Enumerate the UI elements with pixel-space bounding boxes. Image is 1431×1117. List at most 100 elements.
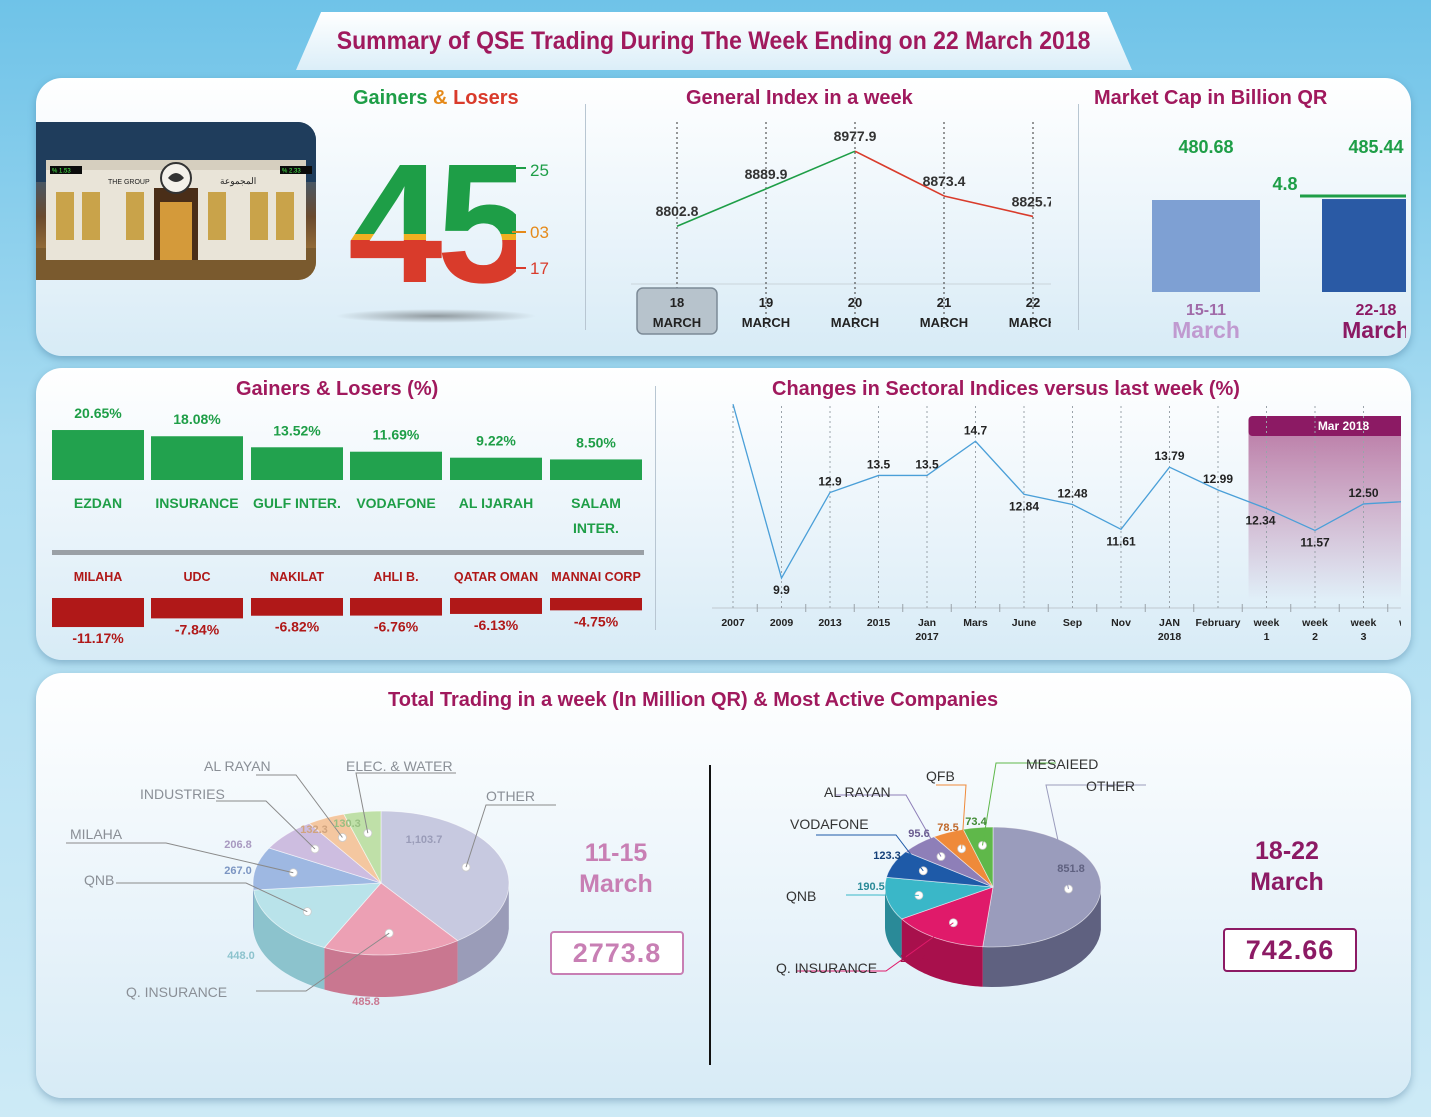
pie-category-label: ELEC. & WATER xyxy=(346,758,453,774)
pie-value-label: 123.3 xyxy=(873,850,901,862)
pie-leader-line xyxy=(256,932,390,992)
summary-panel: THE GROUP المجموعة % 1.53 % 2.33 Gainers… xyxy=(36,78,1411,356)
gi-segment xyxy=(676,188,767,227)
pie-value-label: 206.8 xyxy=(224,839,252,851)
trading-title: Total Trading in a week (In Million QR) … xyxy=(388,689,999,711)
gainer-value: 8.50% xyxy=(576,434,616,450)
loser-name: QATAR OMAN xyxy=(454,570,538,584)
pie-slice xyxy=(380,810,510,942)
gi-segment xyxy=(854,150,945,197)
pie-category-label: QNB xyxy=(786,888,816,904)
pie-leader-line xyxy=(936,784,967,849)
gainer-bar xyxy=(450,457,542,480)
gainer-bar xyxy=(52,430,144,480)
gi-value-label: 8889.9 xyxy=(745,166,788,182)
sectoral-x-label-line2: 3 xyxy=(1361,631,1367,643)
pie-value-label: 851.8 xyxy=(1057,863,1085,875)
sectoral-x-label: Mars xyxy=(963,617,988,629)
loser-name: MILAHA xyxy=(74,570,123,584)
building-sign-en: THE GROUP xyxy=(108,179,150,186)
gi-segment xyxy=(943,195,1034,218)
loser-name: UDC xyxy=(183,570,210,584)
pie-slice xyxy=(252,847,382,891)
market-cap-range: 22-18 xyxy=(1356,302,1397,319)
gainer-name: AL IJARAH xyxy=(459,495,533,511)
pie-leader-line xyxy=(981,762,1056,846)
gainers-losers-panel: Gainers & Losers (%) 20.65% EZDAN 18.08% IN… xyxy=(36,368,1411,660)
sectoral-x-label: 2009 xyxy=(770,617,794,629)
pie-leader-dot xyxy=(918,866,928,876)
gainers-losers-title: Gainers & Losers xyxy=(353,87,519,110)
gainer-name: VODAFONE xyxy=(356,495,435,511)
pie-leader-line xyxy=(66,842,294,874)
pie-leader-line xyxy=(816,834,924,872)
gainer-bar xyxy=(550,459,642,480)
sectoral-value-label: 13.79 xyxy=(1154,449,1184,463)
loser-bar xyxy=(151,598,243,619)
loser-value: -6.13% xyxy=(474,617,519,633)
pie-slice xyxy=(343,810,382,884)
pie-value-label: 190.5 xyxy=(857,881,885,893)
sectoral-x-label: week xyxy=(1301,617,1328,629)
total-number-mid: 45 xyxy=(348,148,527,319)
pie-value-label: 267.0 xyxy=(224,865,252,877)
pie-category-label: OTHER xyxy=(486,788,535,804)
sectoral-x-label-line2: 2 xyxy=(1312,631,1318,643)
sectoral-value-label: 12.50 xyxy=(1348,486,1378,500)
pie-leader-line xyxy=(796,922,954,972)
loser-value: -6.82% xyxy=(275,619,320,635)
sectoral-highlight-band xyxy=(1248,416,1401,436)
pie-leader-line xyxy=(355,772,456,834)
gainer-value: 18.08% xyxy=(173,411,221,427)
loser-bar xyxy=(450,598,542,614)
pie-leader-line xyxy=(465,804,556,868)
pie-side xyxy=(885,887,902,959)
loser-value: -11.17% xyxy=(72,630,124,646)
gainers-word: Gainers xyxy=(353,87,428,109)
gi-value-label: 8873.4 xyxy=(923,173,966,189)
building-photo: THE GROUP المجموعة % 1.53 % 2.33 xyxy=(36,122,316,280)
gi-segment xyxy=(765,150,856,190)
total-number-bottom: 45 xyxy=(348,148,527,319)
gi-value-label: 8825.7 xyxy=(1012,193,1051,209)
sectoral-chart: Mar 201816.020079.9200912.9201313.520151… xyxy=(712,400,1401,643)
pie-category-label: AL RAYAN xyxy=(824,784,891,800)
pie-chart-previous-week: OTHER 1,103.7 Q. INSURANCE 485.8 QNB 448.0 MIL… xyxy=(66,758,556,1008)
gainer-name-line2: INTER. xyxy=(573,520,619,536)
total-number-top: 45 xyxy=(348,148,527,319)
losers-count: 17 xyxy=(530,259,549,278)
sectoral-highlight-label: Mar 2018 xyxy=(1318,419,1370,433)
sectoral-value-label: 11.61 xyxy=(1106,534,1136,548)
total-previous-box: 2773.8 xyxy=(550,931,684,975)
gi-month-label: MARCH xyxy=(831,315,879,330)
gainer-name: SALAM xyxy=(571,495,621,511)
pie-value-label: 485.8 xyxy=(352,996,380,1008)
pie-category-label: VODAFONE xyxy=(790,816,869,832)
sectoral-value-label: 12.99 xyxy=(1203,472,1233,486)
pie-category-label: MESAIEED xyxy=(1026,756,1098,772)
pie-slice xyxy=(253,882,382,949)
gi-day-label: 22 xyxy=(1026,295,1040,310)
pie-side xyxy=(253,889,325,990)
pie-value-label: 448.0 xyxy=(227,950,255,962)
pie-value-label: 95.6 xyxy=(908,828,929,840)
total-previous: 2773.8 xyxy=(572,937,662,968)
pie-side xyxy=(901,918,983,987)
gi-selected-day xyxy=(636,287,718,335)
sectoral-title: Changes in Sectoral Indices versus last … xyxy=(772,378,1240,400)
sectoral-value-label: 13.5 xyxy=(915,457,939,471)
gainer-name: EZDAN xyxy=(74,495,122,511)
gi-day-label: 19 xyxy=(759,295,773,310)
gainer-value: 9.22% xyxy=(476,433,516,449)
page-title: Summary of QSE Trading During The Week E… xyxy=(337,26,1091,55)
sectoral-x-label: February xyxy=(1196,617,1241,629)
sectoral-value-label: 12.84 xyxy=(1009,499,1039,513)
divider-4 xyxy=(709,765,711,1065)
market-cap-value: 485.44 xyxy=(1348,137,1403,157)
pie-side xyxy=(982,889,1101,987)
pie-leader-dot xyxy=(363,828,373,838)
pie-value-label: 130.3 xyxy=(333,818,361,830)
pie-slice xyxy=(900,886,994,948)
loser-bar xyxy=(251,598,343,616)
trading-panel: Total Trading in a week (In Million QR) … xyxy=(36,673,1411,1098)
